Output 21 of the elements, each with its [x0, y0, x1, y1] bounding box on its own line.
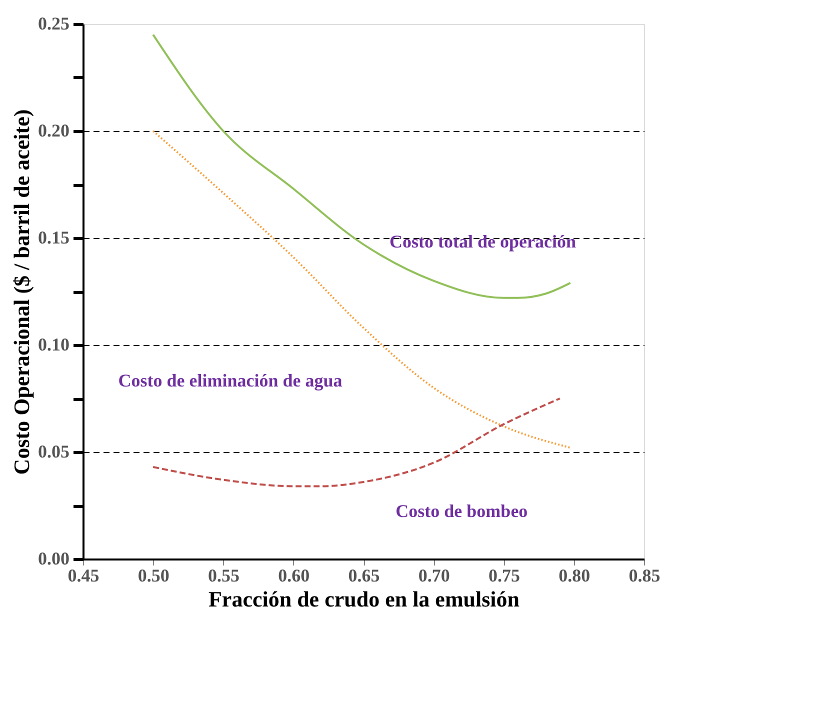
y-tick-label: 0.05: [38, 442, 70, 462]
x-tick-label: 0.55: [208, 566, 240, 586]
series-label: Costo de bombeo: [396, 500, 528, 521]
x-tick-label: 0.45: [68, 566, 100, 586]
x-tick-label: 0.60: [278, 566, 310, 586]
x-tick-label: 0.80: [558, 566, 590, 586]
x-tick-label: 0.70: [418, 566, 450, 586]
y-tick-label: 0.15: [38, 228, 70, 248]
x-tick-label: 0.50: [138, 566, 170, 586]
x-tick-label: 0.75: [488, 566, 520, 586]
y-tick-label: 0.10: [38, 334, 70, 354]
x-tick-label: 0.65: [348, 566, 380, 586]
line-series: [152, 398, 561, 488]
text: Costo de eliminación de agua: [118, 370, 342, 390]
y-tick-label: 0.20: [38, 120, 70, 140]
x-axis-title: Fracción de crudo en la emulsión: [208, 586, 520, 612]
series-label: Costo total de operación: [389, 231, 576, 252]
y-tick-label: 0.25: [38, 14, 70, 34]
y-tick-label: 0.00: [38, 548, 70, 568]
x-tick-label: 0.85: [628, 566, 660, 586]
y-axis-title: Costo Operacional ($ / barril de aceite): [9, 109, 34, 475]
